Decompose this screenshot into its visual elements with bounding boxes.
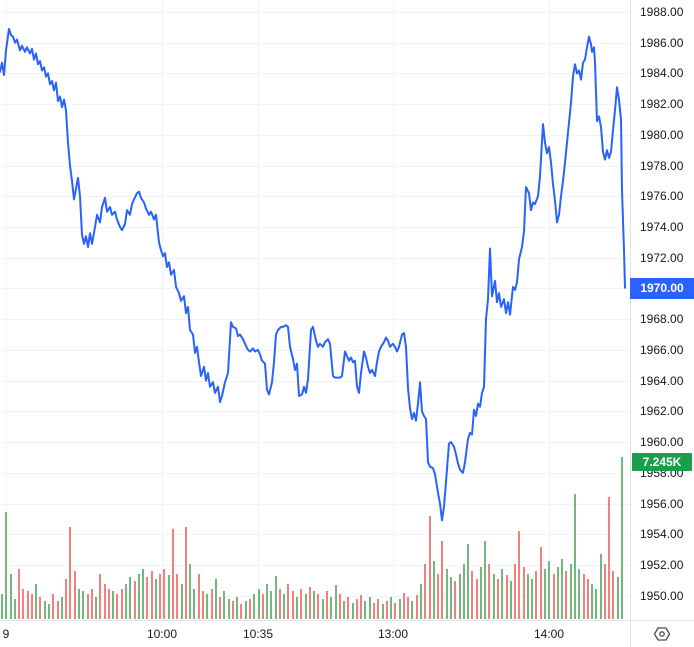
last-price-badge: 1970.00 (630, 278, 694, 299)
price-tick-label: 1976.00 (640, 189, 684, 204)
price-tick-label: 1972.00 (640, 250, 684, 265)
price-tick-label: 1974.00 (640, 220, 684, 234)
price-tick-label: 1982.00 (640, 97, 684, 112)
price-tick-label: 1962.00 (640, 404, 684, 419)
gridlines (0, 0, 630, 620)
price-tick-label: 1984.00 (640, 66, 684, 81)
gear-icon[interactable] (653, 626, 671, 642)
price-tick-label: 1956.00 (640, 496, 684, 511)
price-tick-label: 1980.00 (640, 127, 684, 142)
price-tick-label: 1950.00 (640, 588, 684, 603)
time-tick-label: 14:00 (533, 626, 565, 641)
price-tick-label: 1966.00 (640, 342, 684, 357)
price-tick-label: 1978.00 (640, 158, 684, 173)
volume-bars (1, 457, 623, 619)
price-tick-label: 1968.00 (640, 312, 684, 327)
axis-settings-corner[interactable] (630, 620, 694, 647)
time-tick-label: 10:00 (146, 626, 178, 641)
price-tick-label: 1952.00 (640, 558, 684, 572)
time-tick-label: 9 (2, 626, 10, 641)
price-tick-label: 1960.00 (640, 435, 684, 450)
time-tick-label: 13:00 (377, 626, 409, 641)
price-axis[interactable]: 1988.00 1986.00 1984.00 1982.00 1980.00 1978.… (630, 0, 694, 620)
price-tick-label: 1964.00 (640, 373, 684, 388)
time-axis[interactable]: 9 10:00 10:35 13:00 14:00 (0, 620, 630, 647)
time-tick-label: 10:35 (242, 626, 274, 641)
volume-badge: 7.245K (632, 453, 692, 471)
price-tick-label: 1986.00 (640, 35, 684, 50)
price-tick-label: 1988.00 (640, 5, 684, 19)
price-tick-label: 1954.00 (640, 527, 684, 542)
price-line-series (0, 27, 626, 522)
